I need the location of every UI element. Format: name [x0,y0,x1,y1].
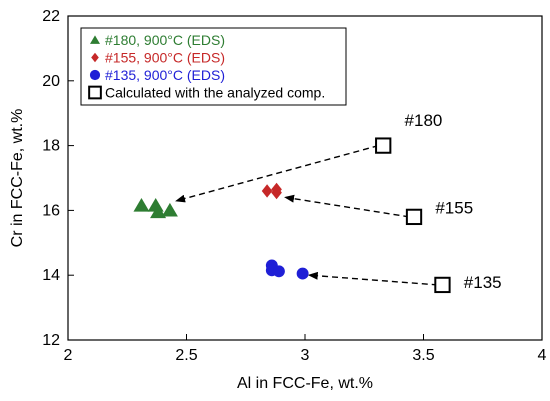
legend-marker [89,69,101,81]
y-tick-label: 14 [42,267,60,284]
data-point-square-open [375,137,392,154]
legend-box [80,27,347,106]
annotation-label: #135 [464,273,502,292]
y-tick-label: 22 [42,8,60,25]
y-tick-label: 20 [42,73,60,90]
legend: #180, 900°C (EDS) #155, 900°C (EDS)#135, … [80,27,347,106]
arrow-layer [175,144,438,286]
data-point-circle [272,265,285,278]
y-tick-label: 18 [42,138,60,155]
x-tick-label: 2.5 [175,347,197,364]
legend-entry: #180, 900°C (EDS) [105,32,225,48]
y-axis-title: Cr in FCC-Fe, wt.% [9,109,26,248]
data-point-diamond [271,182,282,196]
data-point-triangle [161,202,178,217]
axis-ticks: 2 2.5 3 3.5 4 12 14 16 18 20 22 [42,8,546,364]
x-tick-label: 2 [64,347,73,364]
annotation-label: #155 [435,199,473,218]
annotation-label: #180 [405,111,443,130]
x-tick-label: 3.5 [412,347,434,364]
data-point-triangle [150,204,167,219]
data-point-square-open [405,208,423,226]
data-point-triangle [133,198,150,212]
y-tick-label: 16 [42,202,60,219]
legend-entry: Calculated with the analyzed comp. [105,85,325,101]
legend-entry: #135, 900°C (EDS) [105,67,225,83]
data-points [133,137,451,294]
dashed-arrow [307,271,438,286]
dashed-arrow [175,144,379,203]
x-axis-title: Al in FCC-Fe, wt.% [237,375,373,392]
annotation-layer: #180 #155 #135 [405,111,502,292]
legend-marker [88,85,102,100]
x-tick-label: 3 [301,347,310,364]
x-tick-label: 4 [538,347,547,364]
legend-marker [90,35,100,44]
legend-entry: #155, 900°C (EDS) [105,50,225,66]
data-point-circle [296,267,309,280]
dashed-arrow [284,194,410,218]
y-tick-label: 12 [42,332,60,349]
data-point-square-open [434,276,451,294]
legend-marker [91,52,99,63]
data-point-diamond [261,184,273,198]
